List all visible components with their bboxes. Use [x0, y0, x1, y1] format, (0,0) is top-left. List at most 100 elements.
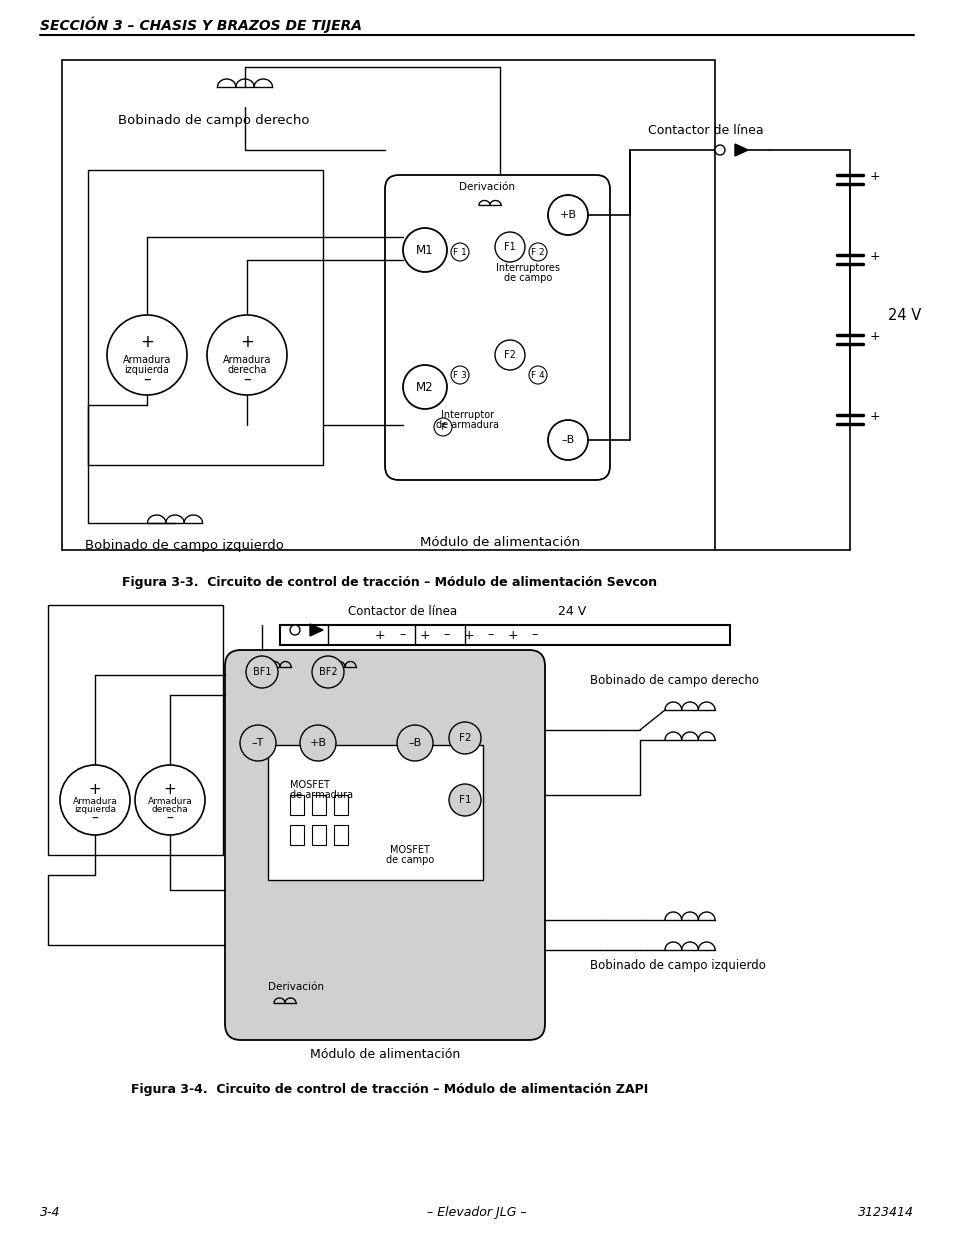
- Text: +: +: [89, 782, 101, 797]
- Text: Módulo de alimentación: Módulo de alimentación: [310, 1049, 459, 1062]
- Text: 24 V: 24 V: [887, 308, 921, 322]
- Circle shape: [240, 725, 275, 761]
- Text: 3123414: 3123414: [857, 1207, 913, 1219]
- Circle shape: [529, 366, 546, 384]
- FancyBboxPatch shape: [268, 745, 482, 881]
- Circle shape: [449, 722, 480, 755]
- Text: +: +: [164, 782, 176, 797]
- Text: Figura 3-4.  Circuito de control de tracción – Módulo de alimentación ZAPI: Figura 3-4. Circuito de control de tracc…: [132, 1083, 648, 1097]
- Text: derecha: derecha: [227, 366, 267, 375]
- Circle shape: [246, 656, 277, 688]
- Circle shape: [451, 243, 469, 261]
- Text: – Elevador JLG –: – Elevador JLG –: [427, 1207, 526, 1219]
- FancyBboxPatch shape: [225, 650, 544, 1040]
- Text: F 2: F 2: [531, 247, 544, 257]
- Text: F1: F1: [458, 795, 471, 805]
- Text: F 3: F 3: [453, 370, 466, 379]
- Polygon shape: [734, 144, 747, 156]
- Text: Figura 3-3.  Circuito de control de tracción – Módulo de alimentación Sevcon: Figura 3-3. Circuito de control de tracc…: [122, 576, 657, 589]
- FancyBboxPatch shape: [290, 795, 304, 815]
- Text: Bobinado de campo izquierdo: Bobinado de campo izquierdo: [85, 538, 284, 552]
- Circle shape: [451, 366, 469, 384]
- Text: –: –: [167, 811, 173, 826]
- FancyBboxPatch shape: [334, 825, 348, 845]
- Text: +: +: [240, 333, 253, 351]
- Text: –: –: [243, 372, 251, 387]
- Circle shape: [495, 340, 524, 370]
- Text: –: –: [399, 629, 406, 641]
- Circle shape: [402, 366, 447, 409]
- Text: –: –: [443, 629, 450, 641]
- Text: Módulo de alimentación: Módulo de alimentación: [419, 536, 579, 548]
- Text: de armadura: de armadura: [436, 420, 499, 430]
- Text: –: –: [91, 811, 98, 826]
- Text: +: +: [140, 333, 153, 351]
- Circle shape: [547, 420, 587, 459]
- Circle shape: [449, 784, 480, 816]
- Text: +: +: [507, 629, 517, 641]
- Text: izquierda: izquierda: [125, 366, 170, 375]
- Text: M2: M2: [416, 380, 434, 394]
- Text: –: –: [532, 629, 537, 641]
- Text: +: +: [869, 249, 880, 263]
- Text: +: +: [869, 410, 880, 422]
- Text: –B: –B: [560, 435, 574, 445]
- Circle shape: [396, 725, 433, 761]
- Text: +: +: [375, 629, 385, 641]
- Text: Derivación: Derivación: [458, 182, 515, 191]
- FancyBboxPatch shape: [334, 795, 348, 815]
- Text: de campo: de campo: [385, 855, 434, 864]
- Text: MOSFET: MOSFET: [290, 781, 330, 790]
- FancyBboxPatch shape: [290, 825, 304, 845]
- Text: F: F: [440, 422, 445, 431]
- Text: Armadura: Armadura: [148, 797, 193, 805]
- Text: +B: +B: [558, 210, 576, 220]
- Text: de armadura: de armadura: [290, 790, 353, 800]
- Text: F 1: F 1: [453, 247, 466, 257]
- FancyBboxPatch shape: [312, 825, 326, 845]
- Text: 24 V: 24 V: [558, 604, 585, 618]
- Text: F2: F2: [458, 734, 471, 743]
- Circle shape: [290, 625, 299, 635]
- Text: –: –: [143, 372, 151, 387]
- Circle shape: [312, 656, 344, 688]
- Text: +B: +B: [309, 739, 326, 748]
- Text: Derivación: Derivación: [268, 982, 324, 992]
- Circle shape: [714, 144, 724, 156]
- Text: –T: –T: [252, 739, 264, 748]
- Text: MOSFET: MOSFET: [390, 845, 430, 855]
- Text: Bobinado de campo izquierdo: Bobinado de campo izquierdo: [589, 958, 765, 972]
- Circle shape: [135, 764, 205, 835]
- Text: de campo: de campo: [503, 273, 552, 283]
- Text: Contactor de línea: Contactor de línea: [647, 124, 762, 137]
- Text: F1: F1: [503, 242, 516, 252]
- Text: –: –: [487, 629, 494, 641]
- Circle shape: [495, 232, 524, 262]
- Text: Armadura: Armadura: [223, 354, 271, 366]
- Text: BF2: BF2: [318, 667, 337, 677]
- Circle shape: [547, 195, 587, 235]
- Text: SECCIÓN 3 – CHASIS Y BRAZOS DE TIJERA: SECCIÓN 3 – CHASIS Y BRAZOS DE TIJERA: [40, 17, 361, 33]
- FancyBboxPatch shape: [312, 795, 326, 815]
- Circle shape: [107, 315, 187, 395]
- Text: +: +: [869, 169, 880, 183]
- Text: F 4: F 4: [531, 370, 544, 379]
- Text: +: +: [419, 629, 430, 641]
- Text: Contactor de línea: Contactor de línea: [348, 604, 456, 618]
- Text: Bobinado de campo derecho: Bobinado de campo derecho: [589, 673, 759, 687]
- Text: +: +: [463, 629, 474, 641]
- Circle shape: [402, 228, 447, 272]
- Text: Bobinado de campo derecho: Bobinado de campo derecho: [118, 114, 309, 126]
- Circle shape: [60, 764, 130, 835]
- Circle shape: [529, 243, 546, 261]
- Circle shape: [434, 417, 452, 436]
- Text: BF1: BF1: [253, 667, 271, 677]
- Text: Interruptor: Interruptor: [441, 410, 494, 420]
- Text: +: +: [869, 330, 880, 342]
- Circle shape: [299, 725, 335, 761]
- Text: derecha: derecha: [152, 805, 188, 815]
- Text: M1: M1: [416, 243, 434, 257]
- Text: –B: –B: [408, 739, 421, 748]
- Circle shape: [207, 315, 287, 395]
- Text: Armadura: Armadura: [72, 797, 117, 805]
